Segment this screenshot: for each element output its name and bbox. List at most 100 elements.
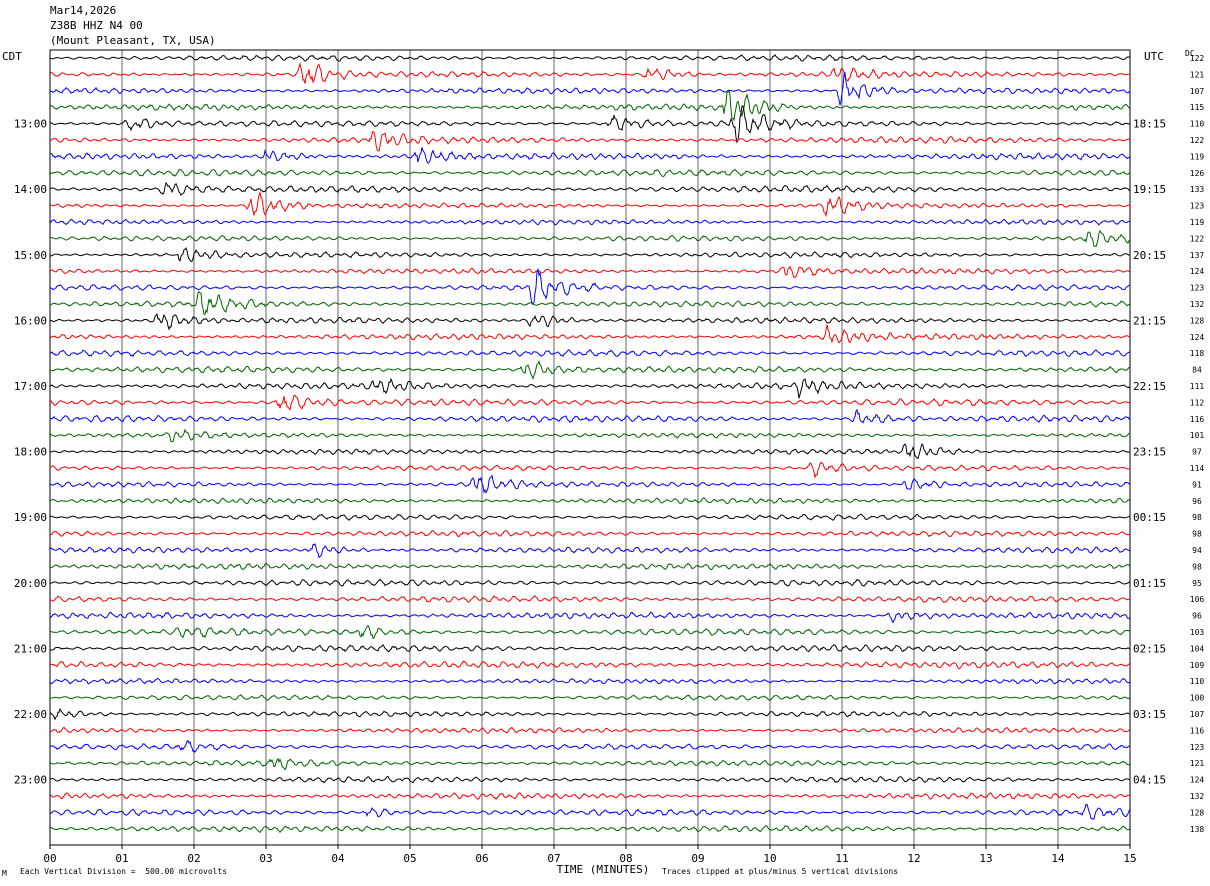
seismic-trace [49, 312, 1131, 331]
seismic-trace [49, 677, 1131, 685]
dc-offset-label: 121 [1190, 759, 1205, 768]
scale-note: Each Vertical Division = 500.00 microvol… [20, 867, 228, 876]
seismic-trace [49, 89, 1131, 122]
seismic-trace [49, 726, 1131, 734]
dc-offset-label: 118 [1190, 349, 1205, 358]
x-tick-label: 10 [763, 852, 776, 865]
seismic-trace [49, 530, 1131, 538]
dc-offset-label: 126 [1190, 169, 1205, 178]
seismic-trace [49, 267, 1131, 305]
x-tick-label: 13 [979, 852, 992, 865]
dc-offset-label: 119 [1190, 218, 1205, 227]
right-hour-label: 21:15 [1133, 314, 1166, 327]
right-hour-label: 19:15 [1133, 183, 1166, 196]
seismic-trace [49, 229, 1131, 248]
dc-offset-label: 103 [1190, 628, 1205, 637]
seismic-trace [49, 54, 1131, 62]
dc-offset-label: 107 [1190, 710, 1205, 719]
left-hour-label: 14:00 [14, 183, 47, 196]
corner-mark: M [2, 869, 7, 878]
dc-offset-label: 124 [1190, 333, 1205, 342]
left-hour-label: 15:00 [14, 249, 47, 262]
dc-offset-label: 122 [1190, 54, 1205, 63]
seismic-trace [49, 497, 1131, 505]
dc-offset-label: 106 [1190, 595, 1205, 604]
dc-offset-label: 94 [1192, 546, 1202, 555]
right-timezone-label: UTC [1144, 50, 1164, 63]
seismic-trace [49, 757, 1131, 771]
seismic-trace [49, 71, 1131, 106]
seismic-trace [49, 290, 1131, 315]
x-tick-label: 03 [259, 852, 272, 865]
seismic-trace [49, 360, 1131, 380]
dc-offset-label: 138 [1190, 825, 1205, 834]
seismic-trace [49, 513, 1131, 521]
seismic-trace [49, 595, 1131, 603]
seismic-trace [49, 660, 1131, 670]
dc-offset-label: 112 [1190, 398, 1205, 407]
right-hour-label: 18:15 [1133, 118, 1166, 131]
dc-offset-label: 124 [1190, 267, 1205, 276]
x-tick-label: 06 [475, 852, 488, 865]
dc-offset-label: 121 [1190, 70, 1205, 79]
seismic-trace [49, 740, 1131, 753]
dc-offset-label: 111 [1190, 382, 1205, 391]
seismic-trace [49, 792, 1131, 801]
seismic-trace [49, 105, 1131, 144]
seismic-trace [49, 611, 1131, 624]
seismic-trace [49, 190, 1131, 218]
seismic-trace [49, 349, 1131, 358]
x-tick-label: 14 [1051, 852, 1065, 865]
dc-offset-label: 98 [1192, 562, 1202, 571]
station-code: Z38B HHZ N4 00 [50, 19, 143, 32]
x-tick-label: 11 [835, 852, 848, 865]
x-tick-label: 02 [187, 852, 200, 865]
dc-offset-label: 133 [1190, 185, 1205, 194]
seismic-trace [49, 130, 1131, 152]
left-hour-label: 23:00 [14, 774, 47, 787]
dc-offset-label: 115 [1190, 103, 1205, 112]
dc-offset-label: 116 [1190, 726, 1205, 735]
right-hour-label: 03:15 [1133, 708, 1166, 721]
dc-offset-label: 100 [1190, 694, 1205, 703]
left-hour-label: 19:00 [14, 511, 47, 524]
seismic-trace [49, 408, 1131, 424]
station-location: (Mount Pleasant, TX, USA) [50, 34, 216, 47]
seismic-trace [49, 247, 1131, 263]
dc-offset-label: 101 [1190, 431, 1205, 440]
right-hour-label: 00:15 [1133, 511, 1166, 524]
seismic-trace [49, 775, 1131, 784]
plot-date: Mar14,2026 [50, 4, 117, 17]
dc-offset-label: 114 [1190, 464, 1205, 473]
dc-offset-label: 123 [1190, 202, 1205, 211]
x-axis-title: TIME (MINUTES) [557, 863, 650, 876]
seismic-trace [49, 61, 1131, 84]
dc-offset-label: 122 [1190, 234, 1205, 243]
seismic-trace [49, 474, 1131, 494]
dc-offset-label: 95 [1192, 579, 1202, 588]
dc-offset-label: 116 [1190, 415, 1205, 424]
left-hour-label: 20:00 [14, 577, 47, 590]
left-hour-label: 16:00 [14, 314, 47, 327]
right-hour-label: 01:15 [1133, 577, 1166, 590]
plot-frame [49, 49, 1131, 846]
right-hour-label: 04:15 [1133, 774, 1166, 787]
x-tick-label: 07 [547, 852, 560, 865]
dc-offset-label: 124 [1190, 776, 1205, 785]
seismic-trace [49, 394, 1131, 411]
seismic-trace [49, 578, 1131, 587]
dc-offset-label: 91 [1192, 480, 1202, 489]
dc-offset-label: 123 [1190, 284, 1205, 293]
dc-offset-label: 96 [1192, 497, 1202, 506]
dc-offset-label: 97 [1192, 448, 1202, 457]
left-hour-label: 21:00 [14, 642, 47, 655]
dc-offset-label: 84 [1192, 366, 1202, 375]
right-hour-label: 02:15 [1133, 642, 1166, 655]
seismic-trace [49, 181, 1131, 196]
dc-offset-label: 122 [1190, 136, 1205, 145]
dc-offset-label: 119 [1190, 152, 1205, 161]
dc-offset-label: 132 [1190, 792, 1205, 801]
right-hour-label: 20:15 [1133, 249, 1166, 262]
seismic-trace [49, 168, 1131, 178]
